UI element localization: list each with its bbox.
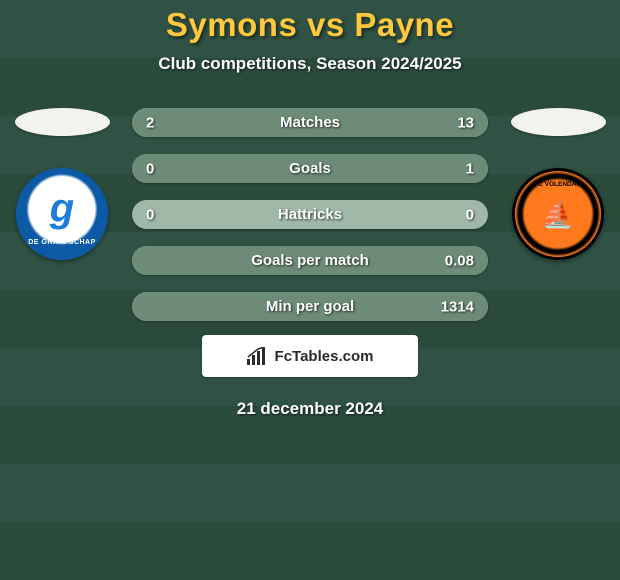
subtitle: Club competitions, Season 2024/2025 [0,54,620,74]
right-team-crest: FC VOLENDAM ⛵ [512,168,604,260]
brand-text: FcTables.com [275,348,374,365]
right-flag-icon [511,108,606,136]
stat-label: Goals [289,160,331,177]
brand-card: FcTables.com [202,335,418,377]
stat-bar: 0 Goals 1 [132,154,488,183]
stat-label: Hattricks [278,206,342,223]
left-team-crest: g DE GRAAFSCHAP [16,168,108,260]
stat-bar: Min per goal 1314 [132,292,488,321]
stat-right-value: 1 [466,160,474,177]
page-title: Symons vs Payne [0,6,620,44]
comparison-main: g DE GRAAFSCHAP 2 Matches 13 0 Goals 1 0 Hattri… [0,108,620,321]
stat-label: Min per goal [266,298,354,315]
stat-right-value: 13 [457,114,474,131]
crest-label: DE GRAAFSCHAP [28,239,96,246]
stat-bars: 2 Matches 13 0 Goals 1 0 Hattricks 0 Goals per ma… [132,108,488,321]
stat-right-value: 0.08 [445,252,474,269]
left-team-side: g DE GRAAFSCHAP [8,108,116,260]
stat-left-value: 0 [146,160,154,177]
infographic-content: Symons vs Payne Club competitions, Seaso… [0,0,620,419]
stat-label: Matches [280,114,340,131]
boat-icon: ⛵ [542,199,574,230]
stat-label: Goals per match [251,252,369,269]
left-flag-icon [15,108,110,136]
stat-bar: 2 Matches 13 [132,108,488,137]
stat-right-value: 0 [466,206,474,223]
bar-fill-left [132,108,178,137]
right-team-side: FC VOLENDAM ⛵ [504,108,612,260]
stat-bar: Goals per match 0.08 [132,246,488,275]
crest-letter: g [50,186,74,231]
stat-left-value: 0 [146,206,154,223]
stat-left-value: 2 [146,114,154,131]
stat-bar: 0 Hattricks 0 [132,200,488,229]
stat-right-value: 1314 [441,298,474,315]
date-label: 21 december 2024 [0,399,620,419]
bars-icon [247,347,269,365]
crest-label: FC VOLENDAM [534,181,582,188]
